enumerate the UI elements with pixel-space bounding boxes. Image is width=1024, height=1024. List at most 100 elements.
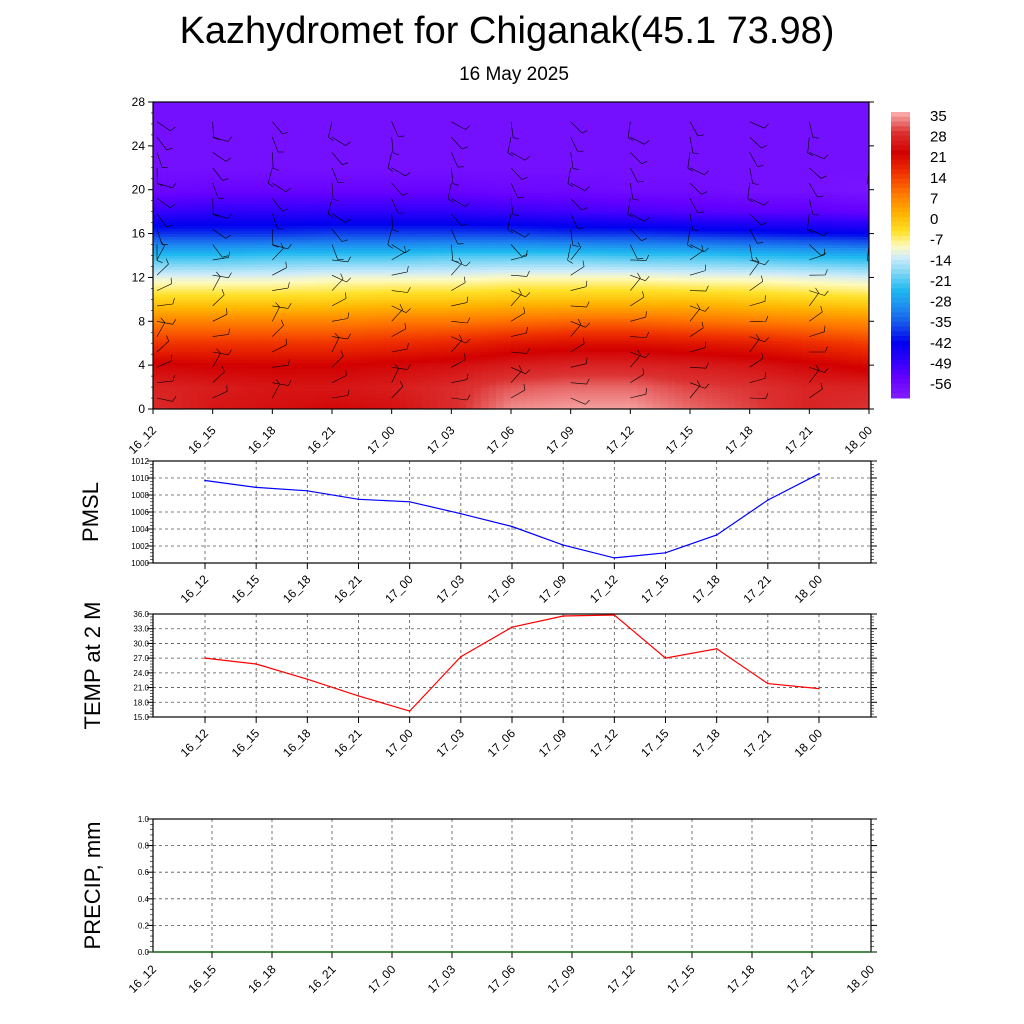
heatmap-cell xyxy=(458,170,467,174)
heatmap-cell xyxy=(473,181,482,185)
heatmap-cell xyxy=(466,134,475,139)
heatmap-cell xyxy=(160,214,169,218)
heatmap-cell xyxy=(249,217,259,221)
heatmap-cell xyxy=(279,151,288,155)
heatmap-cell xyxy=(227,219,236,224)
heatmap-cell xyxy=(220,315,229,320)
heatmap-cell xyxy=(317,329,326,333)
heatmap-cell xyxy=(220,302,229,306)
heatmap-cell xyxy=(391,195,400,199)
heatmap-cell xyxy=(235,277,244,281)
heatmap-cell xyxy=(220,244,229,248)
heatmap-cell xyxy=(153,126,162,131)
heatmap-cell xyxy=(279,288,288,292)
heatmap-cell xyxy=(384,151,393,155)
heatmap-cell xyxy=(294,356,303,361)
heatmap-cell xyxy=(212,148,221,152)
heatmap-cell xyxy=(391,345,400,350)
heatmap-cell xyxy=(354,239,363,243)
heatmap-cell xyxy=(197,367,206,372)
heatmap-cell xyxy=(458,274,467,279)
heatmap-cell xyxy=(376,121,385,125)
heatmap-cell xyxy=(227,217,236,221)
heatmap-cell xyxy=(167,184,176,188)
heatmap-cell xyxy=(324,263,333,268)
heatmap-cell xyxy=(436,343,445,347)
heatmap-cell xyxy=(354,228,363,232)
heatmap-cell xyxy=(466,239,475,243)
heatmap-cell xyxy=(466,315,475,320)
heatmap-cell xyxy=(354,217,363,221)
heatmap-cell xyxy=(361,315,370,320)
heatmap-cell xyxy=(346,167,355,172)
heatmap-cell xyxy=(399,230,408,235)
heatmap-cell xyxy=(302,285,311,289)
heatmap-cell xyxy=(167,154,176,158)
heatmap-cell xyxy=(473,176,482,180)
heatmap-cell xyxy=(279,192,288,196)
heatmap-cell xyxy=(272,252,281,257)
heatmap-cell xyxy=(458,121,467,125)
heatmap-cell xyxy=(294,271,303,276)
heatmap-cell xyxy=(421,367,430,372)
heatmap-cell xyxy=(354,395,363,399)
heatmap-cell xyxy=(384,313,393,317)
heatmap-cell xyxy=(473,107,482,111)
heatmap-cell xyxy=(160,110,169,114)
heatmap-cell xyxy=(361,299,370,303)
heatmap-cell xyxy=(235,389,244,394)
heatmap-cell xyxy=(279,258,288,262)
heatmap-cell xyxy=(428,354,438,358)
heatmap-cell xyxy=(197,156,206,161)
heatmap-cell xyxy=(332,274,341,279)
heatmap-cell xyxy=(227,151,236,155)
heatmap-cell xyxy=(160,271,169,276)
heatmap-cell xyxy=(272,400,281,405)
heatmap-cell xyxy=(257,112,266,117)
heatmap-cell xyxy=(406,367,415,372)
heatmap-cell xyxy=(346,370,355,374)
heatmap-cell xyxy=(443,304,452,309)
heatmap-cell xyxy=(481,348,490,353)
heatmap-cell xyxy=(257,343,266,347)
heatmap-cell xyxy=(369,263,378,268)
heatmap-cell xyxy=(406,332,415,336)
heatmap-cell xyxy=(197,170,206,174)
heatmap-cell xyxy=(391,208,400,213)
heatmap-cell xyxy=(466,365,475,369)
heatmap-cell xyxy=(287,115,296,120)
heatmap-cell xyxy=(272,208,281,213)
heatmap-cell xyxy=(428,285,438,289)
heatmap-cell xyxy=(175,208,184,213)
heatmap-cell xyxy=(354,356,363,361)
heatmap-cell xyxy=(361,228,370,232)
heatmap-cell xyxy=(190,208,199,213)
heatmap-cell xyxy=(346,225,355,229)
heatmap-cell xyxy=(205,167,214,172)
heatmap-cell xyxy=(279,329,288,333)
heatmap-cell xyxy=(294,285,303,289)
heatmap-cell xyxy=(220,403,229,407)
heatmap-cell xyxy=(197,184,206,188)
heatmap-cell xyxy=(264,247,273,251)
heatmap-cell xyxy=(205,134,214,139)
heatmap-cell xyxy=(354,271,363,276)
heatmap-cell xyxy=(249,102,259,106)
heatmap-cell xyxy=(354,123,363,128)
heatmap-cell xyxy=(153,384,162,388)
heatmap-cell xyxy=(190,186,199,191)
heatmap-cell xyxy=(391,356,400,361)
heatmap-cell xyxy=(212,263,221,268)
heatmap-cell xyxy=(332,362,341,366)
heatmap-cell xyxy=(406,129,415,133)
heatmap-cell xyxy=(421,140,430,144)
heatmap-cell xyxy=(406,121,415,125)
heatmap-cell xyxy=(309,310,318,314)
heatmap-cell xyxy=(294,359,303,363)
heatmap-cell xyxy=(406,389,415,394)
heatmap-cell xyxy=(481,332,490,336)
heatmap-cell xyxy=(443,167,452,172)
heatmap-cell xyxy=(406,282,415,287)
heatmap-cell xyxy=(451,304,460,309)
heatmap-cell xyxy=(458,195,467,199)
